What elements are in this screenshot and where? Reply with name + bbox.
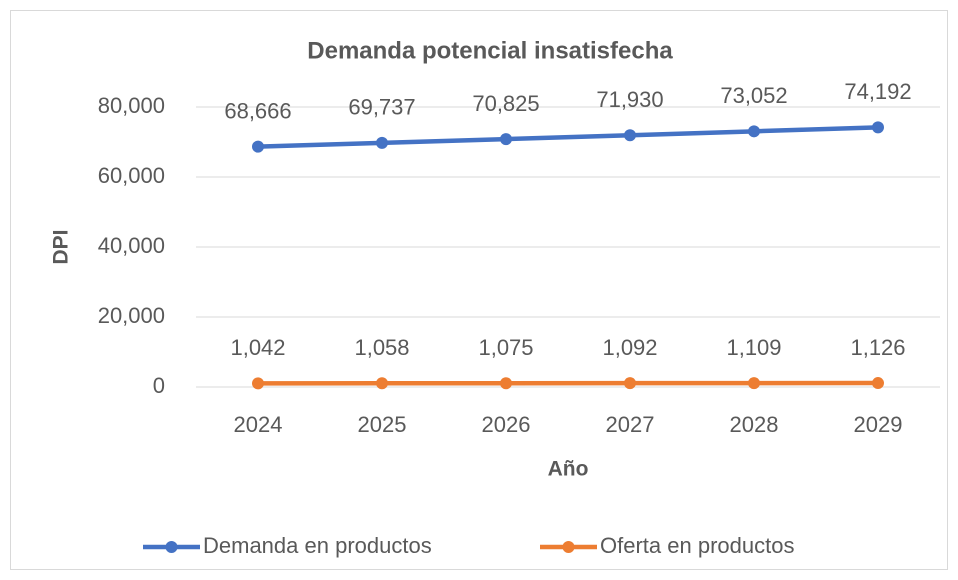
- y-axis-label: DPI: [50, 229, 73, 264]
- x-tick-label: 2028: [730, 412, 779, 437]
- data-label: 1,109: [726, 335, 781, 360]
- y-tick-label: 60,000: [98, 163, 165, 188]
- data-point: [748, 125, 760, 138]
- data-point: [252, 140, 264, 153]
- data-label: 68,666: [224, 98, 291, 123]
- legend-marker: [562, 541, 575, 553]
- data-label: 73,052: [720, 83, 787, 108]
- data-point: [624, 377, 636, 390]
- y-tick-label: 40,000: [98, 233, 165, 258]
- x-tick-label: 2025: [358, 412, 407, 437]
- data-label: 1,042: [230, 335, 285, 360]
- chart-border: [10, 10, 948, 570]
- data-point: [500, 133, 512, 146]
- legend-label: Oferta en productos: [600, 533, 794, 558]
- data-label: 1,126: [850, 335, 905, 360]
- data-label: 70,825: [472, 91, 539, 116]
- data-point: [624, 129, 636, 142]
- legend-marker: [165, 541, 178, 553]
- x-tick-label: 2027: [606, 412, 655, 437]
- data-label: 1,092: [602, 335, 657, 360]
- x-axis-label: Año: [548, 458, 589, 481]
- legend-label: Demanda en productos: [203, 533, 432, 558]
- y-tick-label: 80,000: [98, 93, 165, 118]
- x-tick-label: 2029: [854, 412, 903, 437]
- y-tick-label: 0: [153, 373, 165, 398]
- data-label: 74,192: [844, 79, 911, 104]
- data-point: [500, 377, 512, 390]
- data-point: [252, 377, 264, 390]
- data-label: 69,737: [348, 95, 415, 120]
- data-point: [376, 377, 388, 390]
- data-point: [748, 377, 760, 390]
- series-line: [255, 125, 881, 149]
- data-point: [376, 136, 388, 149]
- data-label: 1,075: [478, 335, 533, 360]
- x-tick-label: 2024: [234, 412, 283, 437]
- data-label: 1,058: [354, 335, 409, 360]
- data-label: 71,930: [596, 87, 663, 112]
- data-point: [872, 377, 884, 390]
- chart-title: Demanda potencial insatisfecha: [307, 37, 673, 64]
- x-tick-label: 2026: [482, 412, 531, 437]
- data-point: [872, 121, 884, 134]
- y-tick-label: 20,000: [98, 303, 165, 328]
